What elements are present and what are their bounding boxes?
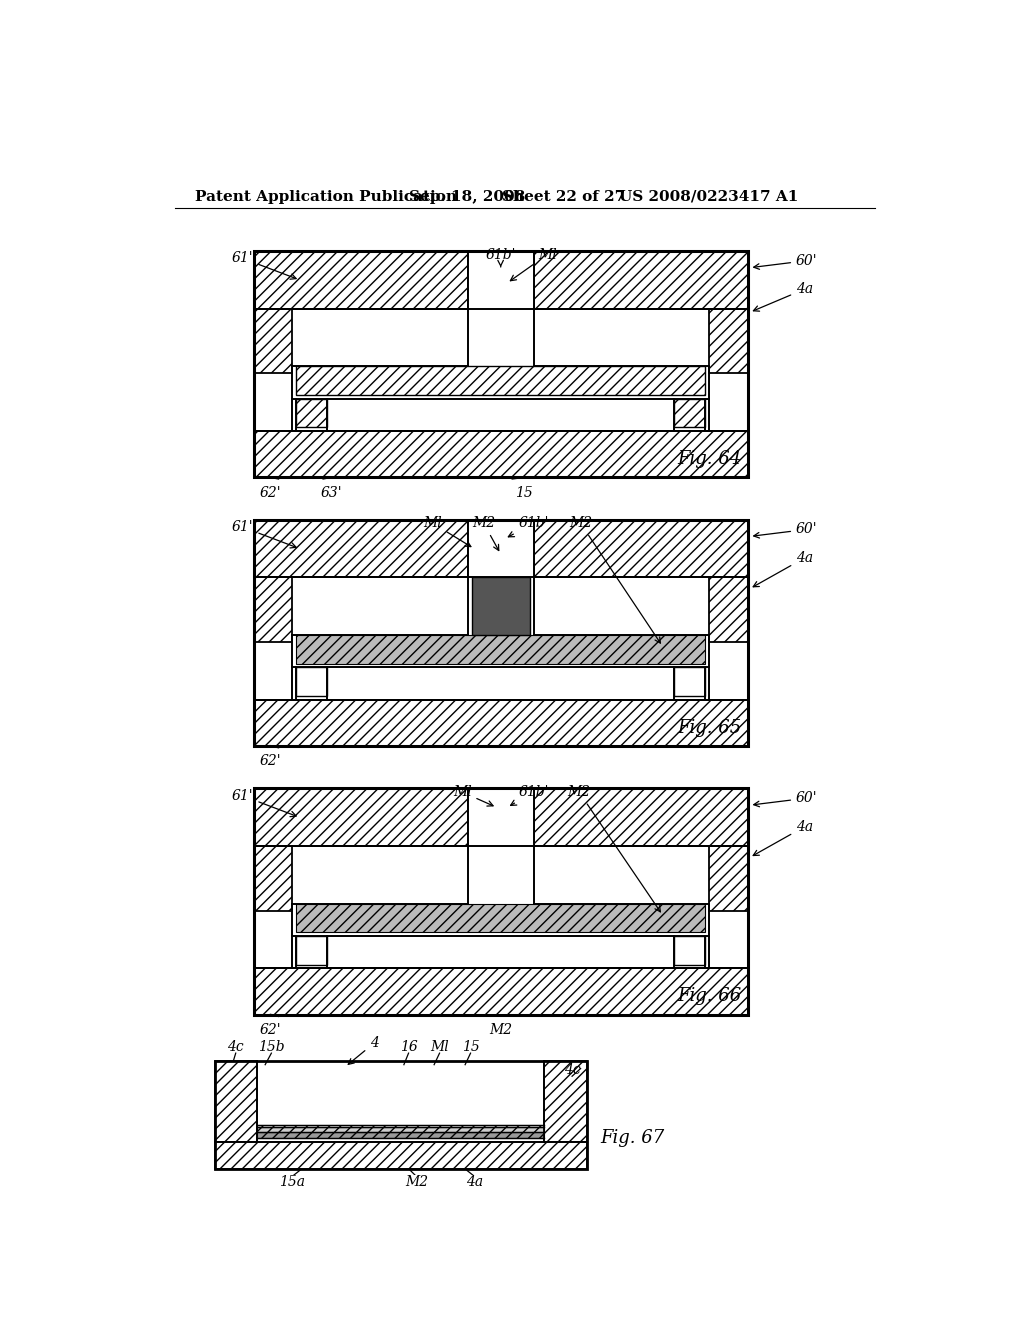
Bar bbox=[468, 788, 535, 846]
Bar bbox=[296, 936, 328, 965]
Bar bbox=[296, 367, 706, 395]
Text: Patent Application Publication: Patent Application Publication bbox=[196, 190, 458, 203]
Bar bbox=[254, 251, 468, 309]
Text: 4c: 4c bbox=[227, 1040, 244, 1053]
Text: 15b: 15b bbox=[258, 1040, 285, 1053]
Bar bbox=[296, 399, 328, 428]
Text: Sheet 22 of 27: Sheet 22 of 27 bbox=[502, 190, 625, 203]
Text: 61': 61' bbox=[231, 520, 296, 548]
Bar bbox=[254, 520, 748, 746]
Bar bbox=[215, 1061, 587, 1168]
Text: Ml: Ml bbox=[453, 785, 494, 807]
Text: 62': 62' bbox=[260, 754, 282, 768]
Text: 62': 62' bbox=[260, 486, 282, 499]
Bar bbox=[535, 251, 748, 309]
Text: 16: 16 bbox=[399, 1040, 418, 1053]
Bar bbox=[675, 936, 706, 965]
Bar bbox=[254, 700, 748, 746]
Bar bbox=[710, 846, 748, 911]
Text: 4c: 4c bbox=[564, 1063, 581, 1077]
Text: 62': 62' bbox=[260, 1023, 282, 1038]
Text: M2: M2 bbox=[489, 1023, 512, 1038]
Bar bbox=[296, 635, 706, 664]
Text: 63': 63' bbox=[321, 486, 342, 499]
Text: M2: M2 bbox=[472, 516, 499, 550]
Bar bbox=[254, 577, 292, 642]
Bar bbox=[257, 1125, 544, 1127]
Text: 15a: 15a bbox=[280, 1176, 305, 1189]
Bar bbox=[254, 969, 748, 1015]
Text: 4a: 4a bbox=[466, 1176, 483, 1189]
Text: Fig. 65: Fig. 65 bbox=[678, 718, 741, 737]
Text: 60': 60' bbox=[754, 791, 818, 807]
Text: 4a: 4a bbox=[754, 820, 813, 855]
Bar bbox=[472, 577, 530, 635]
Text: Sep. 18, 2008: Sep. 18, 2008 bbox=[409, 190, 524, 203]
Text: M2: M2 bbox=[569, 516, 660, 643]
Bar bbox=[468, 251, 535, 309]
Text: Ml: Ml bbox=[423, 516, 471, 546]
Text: M2: M2 bbox=[567, 785, 660, 912]
Text: 61': 61' bbox=[231, 251, 296, 280]
Text: 61': 61' bbox=[231, 789, 296, 817]
Bar bbox=[254, 846, 292, 911]
Text: 15: 15 bbox=[515, 486, 532, 499]
Bar bbox=[296, 904, 706, 932]
Bar bbox=[535, 520, 748, 577]
Text: 4a: 4a bbox=[754, 550, 813, 587]
Bar bbox=[675, 668, 706, 696]
Bar bbox=[296, 668, 328, 696]
Text: 61b': 61b' bbox=[508, 516, 549, 537]
Text: 4: 4 bbox=[348, 1036, 379, 1064]
Bar bbox=[215, 1142, 587, 1168]
Bar bbox=[710, 309, 748, 374]
Bar bbox=[544, 1061, 587, 1142]
Text: 4a: 4a bbox=[754, 282, 813, 312]
Bar bbox=[257, 1127, 544, 1133]
Bar bbox=[254, 788, 748, 1015]
Bar bbox=[535, 788, 748, 846]
Text: Fig. 64: Fig. 64 bbox=[678, 450, 741, 469]
Bar bbox=[254, 520, 468, 577]
Text: 61b': 61b' bbox=[485, 248, 516, 267]
Text: 61b': 61b' bbox=[511, 785, 549, 805]
Bar bbox=[215, 1061, 257, 1142]
Text: 15: 15 bbox=[462, 1040, 479, 1053]
Bar bbox=[468, 520, 535, 577]
Text: 60': 60' bbox=[754, 523, 818, 539]
Bar bbox=[710, 577, 748, 642]
Bar bbox=[254, 788, 468, 846]
Text: Fig. 67: Fig. 67 bbox=[601, 1129, 665, 1147]
Bar bbox=[254, 251, 748, 478]
Bar bbox=[254, 309, 292, 374]
Text: 60': 60' bbox=[754, 253, 818, 269]
Bar bbox=[254, 430, 748, 478]
Bar bbox=[468, 846, 535, 904]
Bar bbox=[675, 399, 706, 428]
Bar bbox=[468, 309, 535, 367]
Text: M2: M2 bbox=[404, 1176, 428, 1189]
Text: Ml: Ml bbox=[510, 248, 557, 281]
Text: Ml: Ml bbox=[430, 1040, 449, 1053]
Bar bbox=[257, 1133, 544, 1138]
Text: US 2008/0223417 A1: US 2008/0223417 A1 bbox=[620, 190, 799, 203]
Text: Fig. 66: Fig. 66 bbox=[678, 987, 741, 1006]
